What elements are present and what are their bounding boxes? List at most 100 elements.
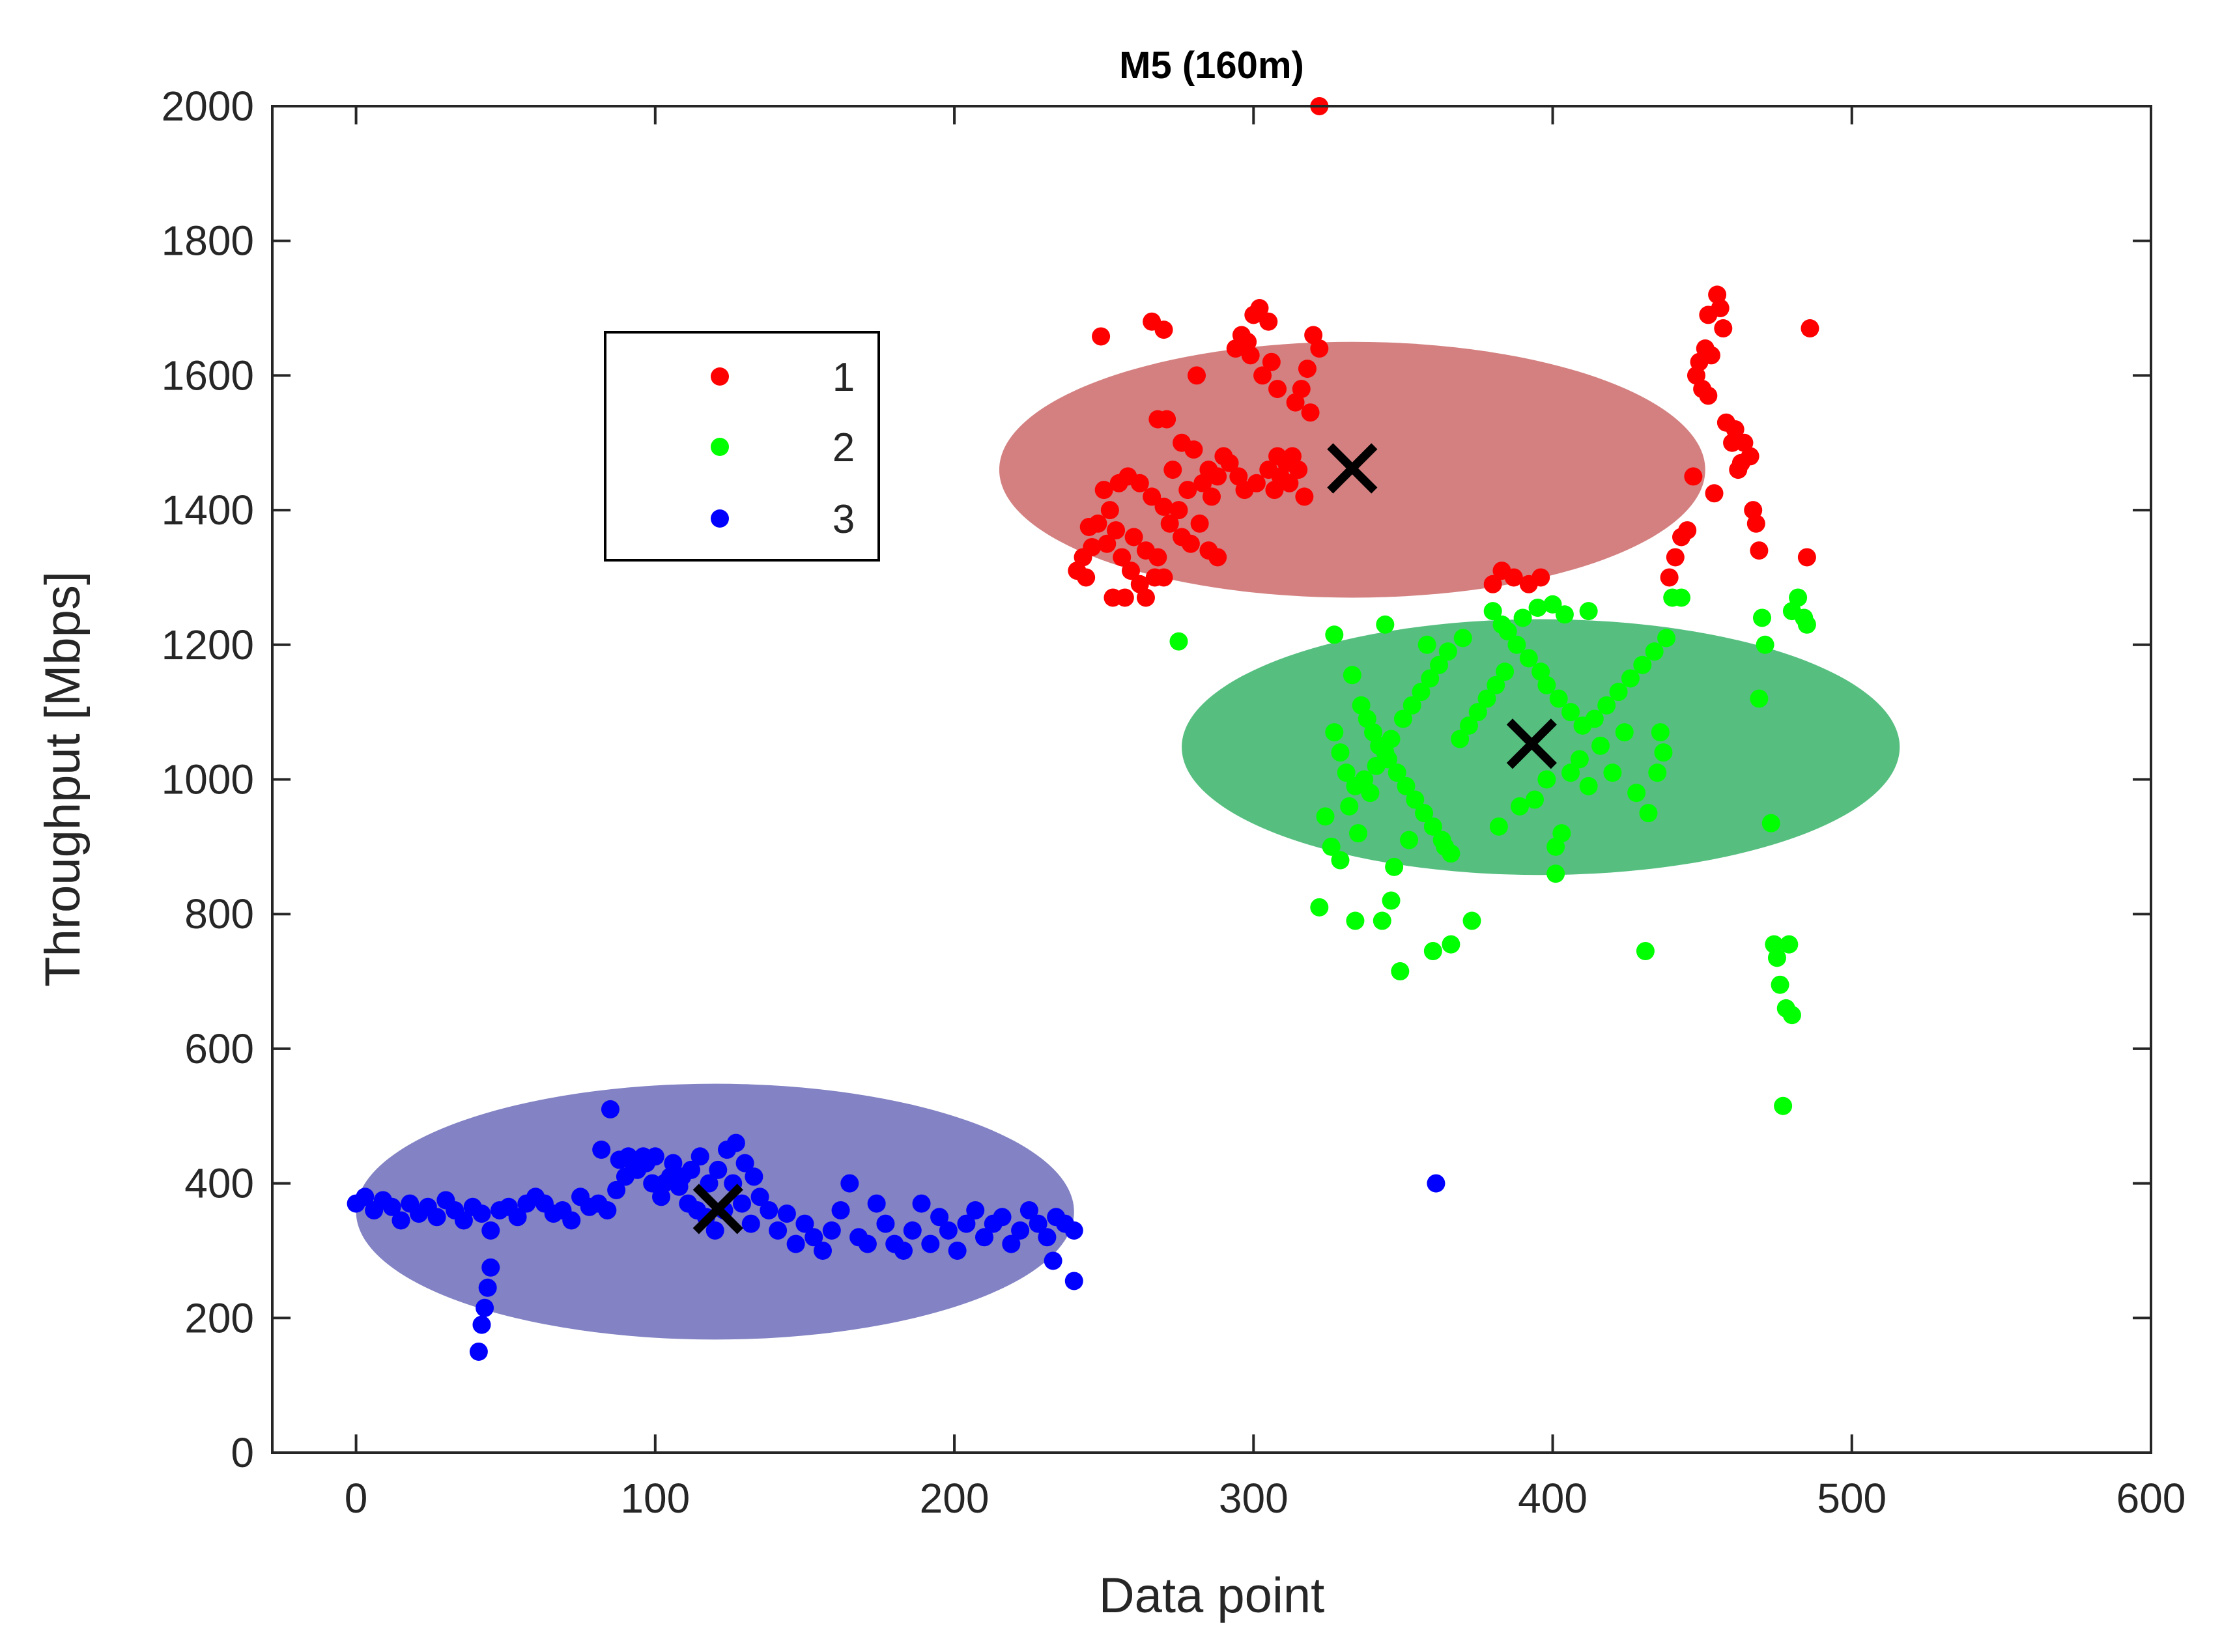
series-2-point — [1528, 598, 1547, 617]
series-2-point — [1654, 743, 1673, 762]
series-1-point — [1699, 306, 1718, 324]
series-2-point — [1672, 588, 1690, 607]
series-3-point — [813, 1241, 832, 1260]
series-2-point — [1412, 683, 1431, 702]
series-2-point — [1400, 831, 1419, 849]
series-3-point — [786, 1234, 805, 1253]
series-2-point — [1797, 615, 1816, 634]
series-3-point — [664, 1154, 683, 1173]
series-3-point — [735, 1154, 754, 1173]
series-1-point — [1079, 517, 1098, 536]
series-1-point — [1714, 319, 1733, 338]
series-3-point — [745, 1167, 763, 1186]
series-3-point — [948, 1241, 967, 1260]
series-3-point — [1019, 1201, 1038, 1219]
series-3-point — [601, 1100, 620, 1118]
data-points — [347, 97, 1819, 1361]
series-2-point — [1492, 615, 1511, 634]
x-tick-label: 200 — [920, 1475, 990, 1522]
series-3-point — [867, 1194, 886, 1213]
series-1-point — [1094, 481, 1113, 500]
series-2-point — [1343, 666, 1361, 685]
series-3-point — [476, 1298, 494, 1317]
series-2-point — [1385, 857, 1404, 876]
series-2-point — [1603, 763, 1622, 782]
cluster-centroids — [692, 443, 1557, 1234]
legend: 1 2 3 — [604, 331, 880, 562]
series-2-point — [1388, 763, 1406, 782]
axis-ticks — [272, 105, 2152, 1454]
series-3-point — [858, 1234, 877, 1253]
series-2-point — [1591, 736, 1610, 755]
series-1-point — [1531, 568, 1550, 587]
series-3-point — [472, 1204, 491, 1223]
legend-label-2: 2 — [833, 425, 855, 470]
series-2-point — [1367, 756, 1386, 775]
x-tick-labels: 0 100 200 300 400 500 600 — [345, 1475, 2186, 1522]
series-3-point — [805, 1228, 823, 1247]
series-1-point — [1666, 548, 1685, 567]
series-2-point — [1774, 1096, 1793, 1115]
series-2-point — [1346, 911, 1365, 930]
series-3-point — [930, 1208, 949, 1227]
series-2-point — [1537, 676, 1556, 694]
series-2-point — [1767, 948, 1786, 967]
series-2-point — [1423, 942, 1442, 961]
series-2-point — [1406, 790, 1425, 809]
series-1-point — [1154, 320, 1173, 339]
series-1-point — [1160, 514, 1179, 533]
series-2-point — [1633, 655, 1652, 674]
series-3-point — [481, 1221, 500, 1240]
series-1-point — [1154, 568, 1173, 587]
series-1-point — [1259, 312, 1278, 331]
series-2-point — [1496, 662, 1515, 681]
series-3-point — [1002, 1234, 1021, 1253]
cluster-3-centroid-marker — [692, 1184, 743, 1234]
series-3-point — [975, 1228, 993, 1247]
series-1-point — [1109, 474, 1128, 492]
series-1-point — [1678, 521, 1697, 540]
series-2-point — [1561, 763, 1580, 782]
y-tick-label: 200 — [184, 1294, 254, 1341]
series-1-point — [1193, 474, 1212, 492]
series-1-point — [1504, 568, 1523, 587]
legend-box — [604, 331, 880, 562]
series-2-point — [1436, 837, 1455, 856]
series-2-point — [1325, 625, 1344, 644]
series-2-point — [1771, 975, 1789, 994]
series-3-point — [454, 1211, 473, 1230]
series-1-point — [1750, 541, 1769, 560]
legend-label-3: 3 — [833, 497, 855, 542]
series-1-point — [1247, 474, 1266, 492]
x-tick-label: 400 — [1518, 1475, 1588, 1522]
series-1-point — [1203, 487, 1221, 506]
series-1-point — [1286, 393, 1305, 412]
series-2-point — [1579, 602, 1598, 621]
chart-title: M5 (160m) — [1119, 44, 1304, 87]
series-3-point — [912, 1194, 931, 1213]
y-tick-label: 1600 — [162, 352, 254, 399]
series-1-point — [1077, 568, 1096, 587]
series-1-point — [1154, 497, 1173, 516]
x-tick-label: 100 — [620, 1475, 690, 1522]
series-2-point — [1780, 935, 1799, 954]
series-3-point — [733, 1194, 751, 1213]
series-1-point — [1265, 481, 1284, 500]
series-3-point — [760, 1201, 778, 1219]
series-1-point — [1301, 403, 1320, 422]
series-3-point — [966, 1201, 985, 1219]
series-3-point — [472, 1315, 491, 1334]
x-tick-label: 0 — [345, 1475, 368, 1522]
series-3-point — [646, 1147, 664, 1166]
series-3-point — [957, 1214, 976, 1233]
series-1-point — [1158, 410, 1176, 429]
series-2-point — [1615, 723, 1634, 742]
series-3-point — [1029, 1214, 1047, 1233]
series-1-point — [1483, 575, 1502, 593]
series-1-point — [1148, 548, 1167, 567]
series-2-point — [1549, 689, 1568, 708]
series-2-point — [1373, 911, 1391, 930]
series-1-point — [1143, 487, 1161, 506]
cluster-1-centroid-marker — [1327, 443, 1378, 494]
